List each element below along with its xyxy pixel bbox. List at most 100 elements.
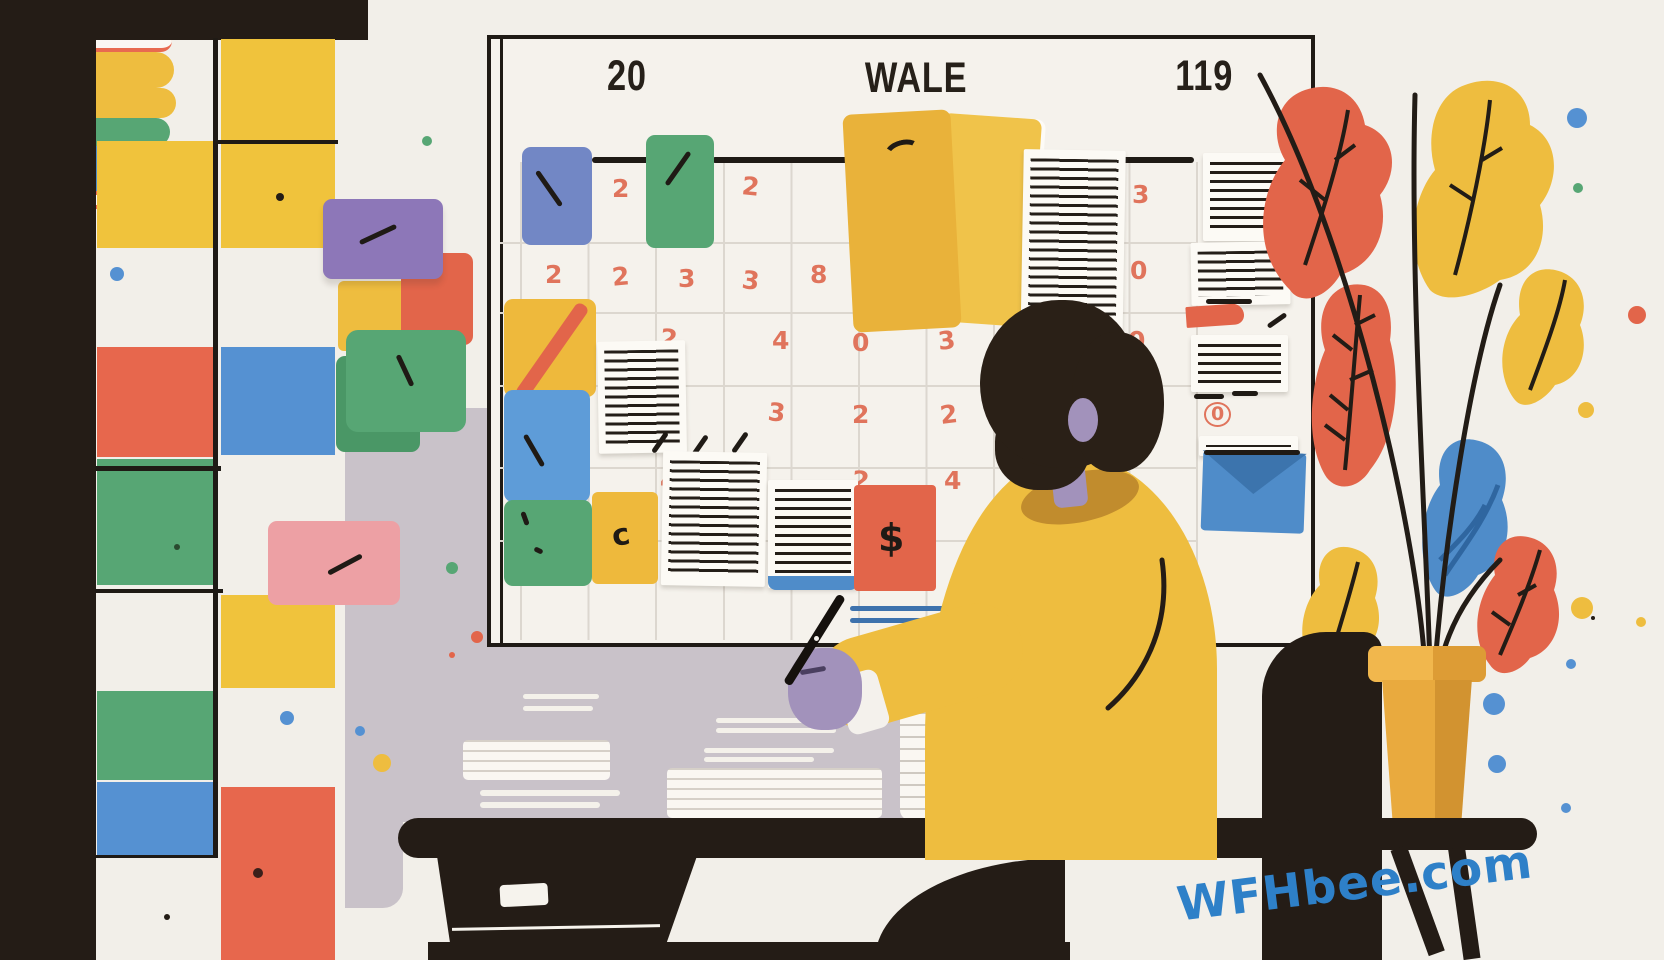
book-stripe	[523, 694, 599, 699]
leaf-orange	[1477, 536, 1560, 674]
calendar-board-inner-line	[500, 39, 503, 643]
decor-dot	[253, 868, 263, 878]
plant-stem	[1411, 92, 1433, 668]
calendar-day-number: 2	[612, 174, 630, 203]
book-stripe	[716, 728, 836, 733]
sticky-note-orange	[854, 485, 936, 591]
decor-dot	[276, 193, 284, 201]
plant-pot-rim	[1368, 646, 1486, 682]
plant-pot-body	[1382, 680, 1472, 818]
calendar-header-center: WALE	[864, 54, 968, 102]
sticky-note-blue	[504, 390, 590, 502]
mosaic-cell-blue	[221, 347, 335, 455]
sticky-note-yellow-small	[592, 492, 658, 584]
calendar-day-number: 2	[852, 400, 870, 429]
book-stripe	[480, 790, 620, 796]
decor-dot	[1636, 617, 1646, 627]
mosaic-cell-yellow	[221, 595, 335, 688]
decor-dot	[1567, 108, 1587, 128]
calendar-day-number: 3	[936, 325, 957, 356]
sticky-note-green	[646, 135, 714, 248]
decor-dot	[110, 267, 124, 281]
pen-mark	[1194, 394, 1224, 399]
decor-dot	[1566, 659, 1576, 669]
plant-stem	[1257, 72, 1428, 668]
book-stripe	[480, 802, 600, 808]
mosaic-line	[218, 140, 338, 144]
leaf-vein	[1490, 549, 1542, 656]
book-pages	[463, 740, 610, 780]
calendar-day-number: 0	[1130, 256, 1148, 285]
pen-mark	[1206, 299, 1252, 304]
mosaic-line	[95, 855, 217, 858]
book-stripe	[716, 718, 856, 723]
calendar-day-number: 2	[545, 260, 563, 289]
mosaic-cell-green	[97, 691, 213, 780]
calendar-day-number: 4	[944, 466, 962, 495]
mosaic-line	[213, 38, 218, 858]
pen-clip-dot	[814, 636, 819, 641]
decor-dot	[1573, 183, 1583, 193]
person-arm-crease	[1105, 557, 1167, 711]
leaf-vein	[1448, 99, 1504, 276]
decor-dot	[422, 136, 432, 146]
decor-dot	[174, 544, 180, 550]
calendar-day-number: 3	[740, 265, 762, 296]
calendar-header-right: 119	[1175, 52, 1234, 100]
decor-dot	[1628, 306, 1646, 324]
calendar-day-number: 0	[852, 328, 870, 357]
drawer-handle	[499, 882, 549, 908]
leaf-vein	[1528, 279, 1567, 391]
sticky-note-green	[504, 500, 592, 586]
book-stripe	[523, 706, 593, 711]
sticky-note-green	[346, 330, 466, 432]
decor-dot	[1483, 693, 1505, 715]
decor-dot	[1578, 402, 1594, 418]
note-lined	[597, 340, 687, 454]
calendar-day-number: 2	[938, 399, 960, 430]
wall-shadow	[345, 820, 403, 908]
mosaic-cell-blue	[97, 782, 213, 856]
calendar-day-number: 3	[678, 264, 696, 293]
decor-dot	[280, 711, 294, 725]
mosaic-cell-red	[221, 787, 335, 960]
book-pages	[667, 768, 882, 818]
book-stripe	[704, 748, 834, 753]
mosaic-cell-yellow	[97, 141, 213, 248]
mosaic-line	[95, 466, 221, 471]
chair-back	[1262, 632, 1382, 960]
calendar-day-number: 3	[1132, 180, 1150, 209]
wall-top-bar	[0, 0, 368, 40]
decor-dot	[1571, 597, 1593, 619]
plant-stem	[1432, 282, 1503, 668]
calendar-grid-row	[500, 385, 1198, 387]
note-lined	[660, 451, 768, 587]
calendar-week-rule	[712, 157, 852, 163]
calendar-week-rule	[1114, 157, 1194, 163]
decor-dot	[355, 726, 365, 736]
leaf-yellow	[1413, 80, 1554, 298]
sticky-note-pink	[268, 521, 400, 605]
decor-dot	[1488, 755, 1506, 773]
note-lined	[768, 480, 858, 588]
sticky-note-purple	[323, 199, 443, 279]
person-ear	[1068, 398, 1098, 442]
decor-dot	[1561, 803, 1571, 813]
mosaic-cell-yellow	[221, 39, 335, 141]
calendar-day-number: 3	[766, 397, 787, 428]
leaf-vein	[1323, 294, 1376, 471]
book-stripe	[704, 757, 814, 762]
chair-seat	[1352, 818, 1537, 850]
note-lined	[1191, 335, 1288, 392]
decor-dot	[449, 652, 455, 658]
calendar-header-left: 20	[606, 52, 647, 100]
calendar-day-number-circled: 0	[1204, 402, 1232, 427]
book-stripe	[850, 618, 960, 623]
mosaic-cell-red	[97, 347, 213, 457]
note-blue-edge	[768, 576, 858, 590]
sticky-symbol: $	[878, 516, 905, 560]
calendar-grid-row	[500, 312, 1198, 314]
decor-dot	[446, 562, 458, 574]
calendar-day-number: 4	[772, 326, 790, 355]
